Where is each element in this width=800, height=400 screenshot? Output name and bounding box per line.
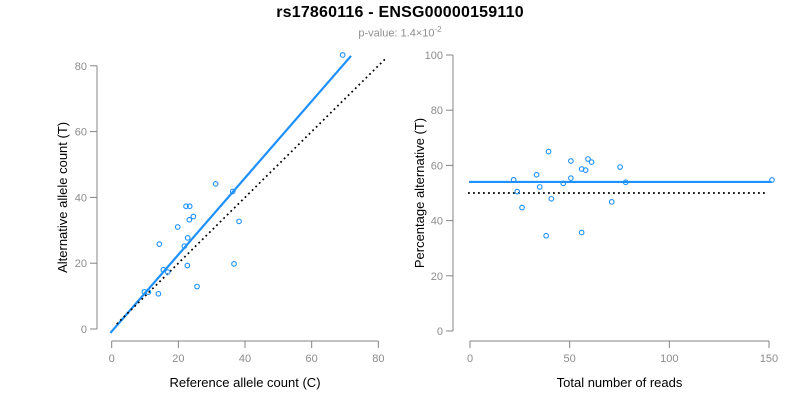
x-tick-label: 20: [172, 353, 184, 365]
y-tick-label: 80: [431, 105, 443, 117]
data-point: [236, 218, 242, 225]
data-point: [174, 224, 181, 230]
x-tick-label: 150: [760, 353, 778, 365]
x-axis-title: Reference allele count (C): [170, 375, 321, 390]
data-point: [560, 180, 567, 187]
data-points: [141, 52, 346, 297]
y-tick-label: 20: [75, 258, 87, 270]
figure-title: rs17860116 - ENSG00000159110: [276, 4, 524, 21]
x-tick-label: 0: [467, 353, 473, 365]
data-point: [519, 204, 525, 211]
x-tick-label: 0: [109, 353, 115, 365]
data-point: [545, 148, 552, 155]
data-point: [181, 243, 188, 249]
data-point: [186, 203, 193, 210]
identity-line: [116, 58, 386, 325]
y-tick-label: 60: [75, 127, 87, 139]
allele-counts-scatter: 0 20 40 60 80 0 20 40 60 80 Reference allele count…: [55, 52, 386, 390]
data-point: [141, 288, 148, 295]
data-point: [155, 290, 162, 297]
p-value-text: p-value: 1.4×10: [358, 27, 435, 40]
data-point: [194, 283, 200, 290]
data-point: [184, 262, 191, 269]
data-point: [145, 289, 152, 296]
y-tick-label: 40: [431, 216, 443, 228]
data-point: [608, 198, 615, 205]
p-value-subtitle: p-value: 1.4×10-2: [0, 25, 800, 40]
data-point: [231, 261, 237, 267]
x-tick-label: 100: [660, 353, 678, 365]
data-point: [548, 195, 555, 202]
data-point: [183, 203, 189, 210]
fit-line: [109, 55, 352, 334]
y-tick-label: 0: [81, 324, 87, 336]
data-point: [339, 52, 346, 58]
data-point: [568, 175, 574, 181]
data-point: [536, 184, 543, 190]
x-tick-label: 40: [239, 353, 251, 365]
data-point: [190, 213, 197, 220]
data-point: [514, 188, 521, 195]
data-point: [229, 188, 236, 195]
y-tick-label: 80: [75, 61, 87, 73]
data-point: [588, 159, 595, 165]
y-tick-label: 0: [437, 326, 443, 338]
y-tick-label: 60: [431, 160, 443, 172]
data-point: [769, 177, 775, 183]
data-point: [510, 176, 517, 183]
data-point: [622, 179, 629, 186]
y-tick-label: 40: [75, 192, 87, 204]
x-tick-label: 50: [564, 353, 576, 365]
data-point: [156, 241, 163, 247]
y-axis-title: Alternative allele count (T): [55, 122, 70, 273]
y-axis-title: Percentage alternative (T): [412, 118, 427, 268]
data-point: [164, 269, 171, 275]
data-point: [160, 266, 167, 273]
data-point: [568, 158, 574, 164]
data-point: [582, 167, 589, 173]
data-point: [184, 235, 191, 241]
p-value-exponent: -2: [434, 25, 442, 34]
percentage-scatter: 0 20 40 60 80 100 0 50 100 150 Total number of rea…: [412, 50, 778, 390]
data-point: [186, 216, 193, 223]
x-tick-label: 60: [306, 353, 318, 365]
data-point: [585, 156, 591, 162]
data-point: [212, 181, 219, 187]
data-point: [543, 232, 549, 239]
y-tick-label: 100: [425, 50, 443, 62]
data-point: [578, 229, 585, 236]
x-axis-title: Total number of reads: [557, 375, 683, 390]
data-points: [510, 148, 775, 239]
x-tick-label: 80: [372, 353, 384, 365]
y-tick-label: 20: [431, 271, 443, 283]
data-point: [617, 164, 623, 170]
data-point: [533, 171, 540, 178]
